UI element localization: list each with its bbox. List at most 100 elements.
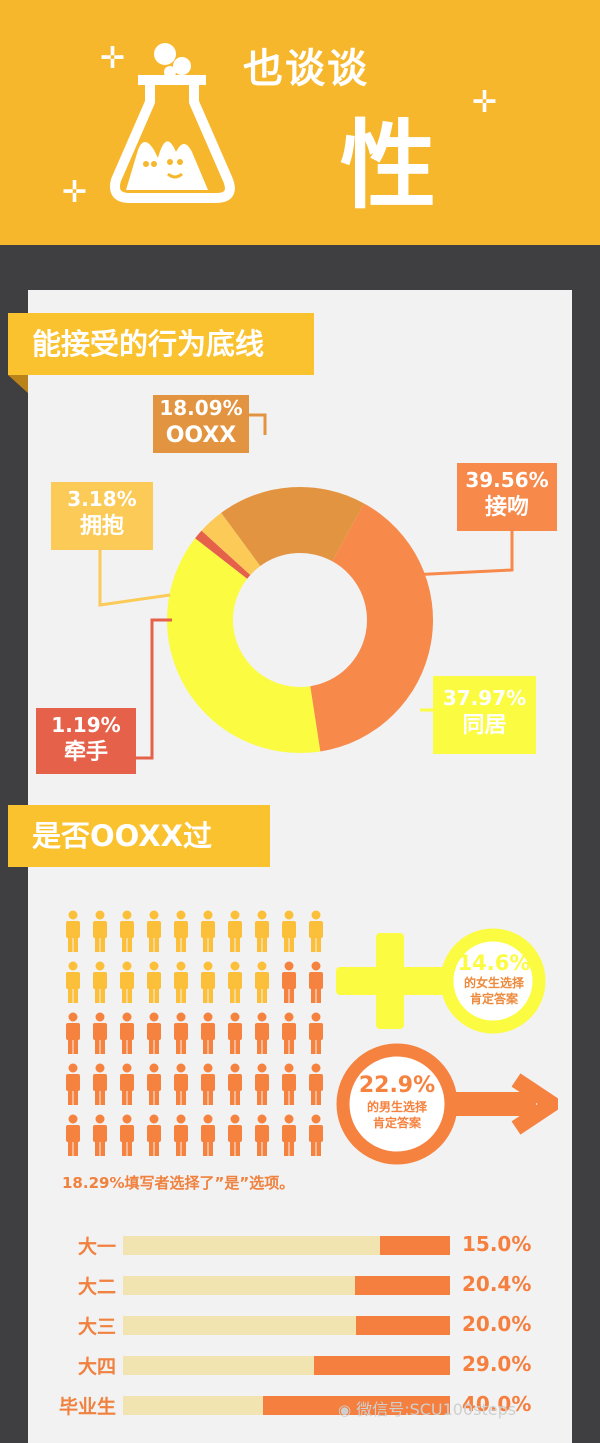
person-icon xyxy=(228,1063,242,1105)
female-line1: 的女生选择 xyxy=(463,976,524,990)
person-icon xyxy=(282,961,296,1003)
person-icon xyxy=(309,910,323,952)
flask-icon xyxy=(110,43,235,203)
person-icon xyxy=(228,1114,242,1156)
person-icon xyxy=(174,910,188,952)
person-icon xyxy=(93,910,107,952)
leader-line-3 xyxy=(98,550,171,607)
person-icon xyxy=(120,1012,134,1054)
pictogram-caption: 18.29%填写者选择了”是”选项。 xyxy=(62,1174,295,1192)
watermark-text: 微信号:SCU100steps xyxy=(356,1400,517,1419)
person-icon xyxy=(120,1063,134,1105)
bar-fill xyxy=(379,1236,450,1255)
person-icon xyxy=(309,961,323,1003)
person-icon xyxy=(255,1114,269,1156)
donut-slice-4 xyxy=(221,487,365,567)
person-icon xyxy=(93,961,107,1003)
watermark: ◉ 微信号:SCU100steps xyxy=(338,1396,516,1420)
leader-line-1 xyxy=(409,530,514,577)
bar-category-label: 大一 xyxy=(77,1236,116,1258)
female-symbol-icon xyxy=(336,928,546,1034)
donut-slice-0 xyxy=(310,503,434,752)
label-ooxx-percent: 18.09% xyxy=(159,396,243,420)
female-percent: 14.6% xyxy=(457,951,531,975)
male-symbol-icon xyxy=(336,1043,558,1165)
label-cohabit: 37.97% 同居 xyxy=(433,676,536,754)
person-icon xyxy=(147,961,161,1003)
person-icon xyxy=(66,961,80,1003)
label-ooxx: 18.09% OOXX xyxy=(153,395,249,453)
person-icon xyxy=(309,1063,323,1105)
bar-category-label: 大三 xyxy=(77,1316,116,1338)
label-kiss: 39.56% 接吻 xyxy=(457,463,557,531)
person-icon xyxy=(228,1012,242,1054)
female-stat: 14.6% 的女生选择 肯定答案 xyxy=(447,951,541,1007)
donut-chart xyxy=(98,413,514,760)
bar-value-label: 20.0% xyxy=(462,1312,532,1336)
person-icon xyxy=(282,1063,296,1105)
person-icon xyxy=(228,910,242,952)
person-icon xyxy=(174,1114,188,1156)
person-icon xyxy=(174,1012,188,1054)
header-title-small: 也谈谈 xyxy=(243,46,369,92)
bar-value-label: 15.0% xyxy=(462,1232,532,1256)
male-line2: 肯定答案 xyxy=(372,1116,421,1130)
person-icon xyxy=(147,1012,161,1054)
person-icon xyxy=(282,910,296,952)
female-line2: 肯定答案 xyxy=(469,992,518,1006)
person-icon xyxy=(174,1063,188,1105)
person-icon xyxy=(120,961,134,1003)
person-icon xyxy=(255,1012,269,1054)
person-icon xyxy=(201,1012,215,1054)
sparkle-icon: ✛ xyxy=(472,85,498,120)
label-hug-percent: 3.18% xyxy=(67,487,137,511)
label-hold-hands-name: 牵手 xyxy=(63,740,108,765)
person-icon xyxy=(66,1063,80,1105)
bar-fill xyxy=(262,1396,450,1415)
person-icon xyxy=(120,1114,134,1156)
male-line1: 的男生选择 xyxy=(366,1100,427,1114)
person-icon xyxy=(66,1114,80,1156)
person-icon xyxy=(282,1012,296,1054)
leader-line-0 xyxy=(248,413,267,435)
section-title-behavior: 能接受的行为底线 xyxy=(8,313,314,375)
label-hug: 3.18% 拥抱 xyxy=(51,482,153,550)
person-icon xyxy=(201,961,215,1003)
people-pictogram xyxy=(66,910,323,1156)
label-hold-hands-percent: 1.19% xyxy=(51,713,121,737)
male-stat: 22.9% 的男生选择 肯定答案 xyxy=(350,1073,444,1131)
sparkle-icon: ✛ xyxy=(62,175,88,210)
bar-category-label: 毕业生 xyxy=(58,1396,116,1418)
person-icon xyxy=(309,1012,323,1054)
wechat-icon: ◉ xyxy=(338,1401,352,1419)
person-icon xyxy=(255,1063,269,1105)
person-icon xyxy=(93,1063,107,1105)
donut-slice-1 xyxy=(166,538,321,753)
person-icon xyxy=(147,1063,161,1105)
person-icon xyxy=(228,961,242,1003)
bar-fill xyxy=(356,1316,450,1335)
bar-value-label: 40.0% xyxy=(462,1392,532,1416)
person-icon xyxy=(66,910,80,952)
label-hold-hands: 1.19% 牵手 xyxy=(36,708,136,774)
person-icon xyxy=(201,1114,215,1156)
person-icon xyxy=(93,1114,107,1156)
donut-slice-2 xyxy=(195,530,251,579)
person-icon xyxy=(255,910,269,952)
bar-category-label: 大四 xyxy=(77,1356,116,1378)
person-icon xyxy=(309,1114,323,1156)
person-icon xyxy=(66,1012,80,1054)
person-icon xyxy=(120,910,134,952)
label-ooxx-name: OOXX xyxy=(165,423,237,448)
donut-slice-3 xyxy=(201,512,261,575)
ribbon-fold xyxy=(8,375,28,393)
person-icon xyxy=(93,1012,107,1054)
bar-value-label: 20.4% xyxy=(462,1272,532,1296)
person-icon xyxy=(255,961,269,1003)
bar-category-label: 大二 xyxy=(77,1276,116,1298)
male-percent: 22.9% xyxy=(358,1073,436,1098)
bar-track xyxy=(123,1236,450,1255)
person-icon xyxy=(201,910,215,952)
label-kiss-name: 接吻 xyxy=(484,495,529,520)
person-icon xyxy=(174,961,188,1003)
